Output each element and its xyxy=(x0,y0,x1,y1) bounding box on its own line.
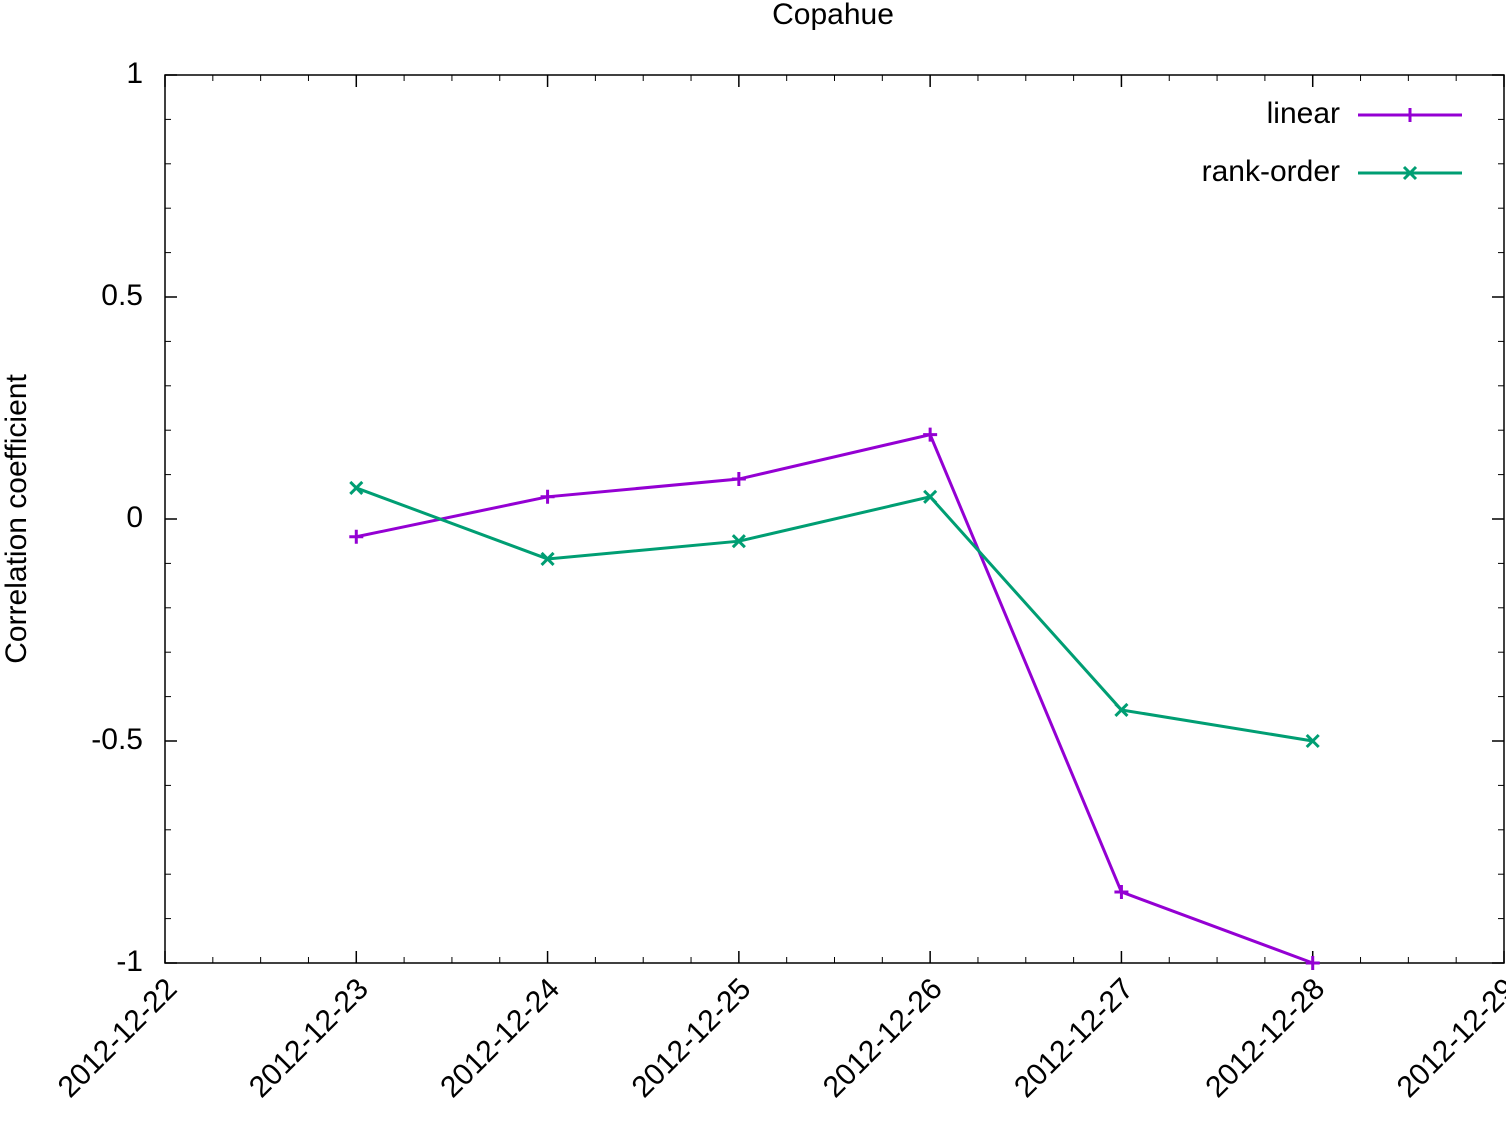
y-tick-label: 1 xyxy=(126,57,143,90)
marker xyxy=(1403,108,1417,122)
x-tick-label: 2012-12-26 xyxy=(817,972,949,1104)
legend-label: rank-order xyxy=(1202,155,1340,188)
x-tick-label: 2012-12-23 xyxy=(243,972,375,1104)
chart-title: Copahue xyxy=(772,0,894,31)
x-tick-label: 2012-12-28 xyxy=(1199,972,1331,1104)
legend-label: linear xyxy=(1267,97,1340,130)
marker xyxy=(349,480,364,495)
marker xyxy=(923,489,938,504)
marker xyxy=(1305,733,1320,749)
marker xyxy=(540,551,555,567)
x-tick-label: 2012-12-22 xyxy=(52,972,184,1104)
marker xyxy=(731,534,746,549)
marker xyxy=(349,529,364,544)
y-axis-label: Correlation coefficient xyxy=(0,374,33,664)
series-line xyxy=(355,486,1313,743)
x-tick-label: 2012-12-29 xyxy=(1391,972,1506,1104)
y-tick-label: 0.5 xyxy=(101,279,143,312)
marker xyxy=(1114,702,1129,717)
marker xyxy=(1305,956,1320,970)
y-tick-label: -0.5 xyxy=(91,723,143,756)
x-tick-label: 2012-12-25 xyxy=(626,972,758,1104)
x-tick-label: 2012-12-24 xyxy=(434,972,566,1104)
marker xyxy=(1114,884,1129,899)
marker xyxy=(540,489,555,504)
marker xyxy=(923,427,938,442)
marker xyxy=(731,472,746,487)
x-tick-label: 2012-12-27 xyxy=(1008,972,1140,1104)
y-tick-label: -1 xyxy=(116,945,143,978)
series-line xyxy=(355,432,1314,965)
marker xyxy=(1402,165,1418,181)
y-tick-label: 0 xyxy=(126,501,143,534)
